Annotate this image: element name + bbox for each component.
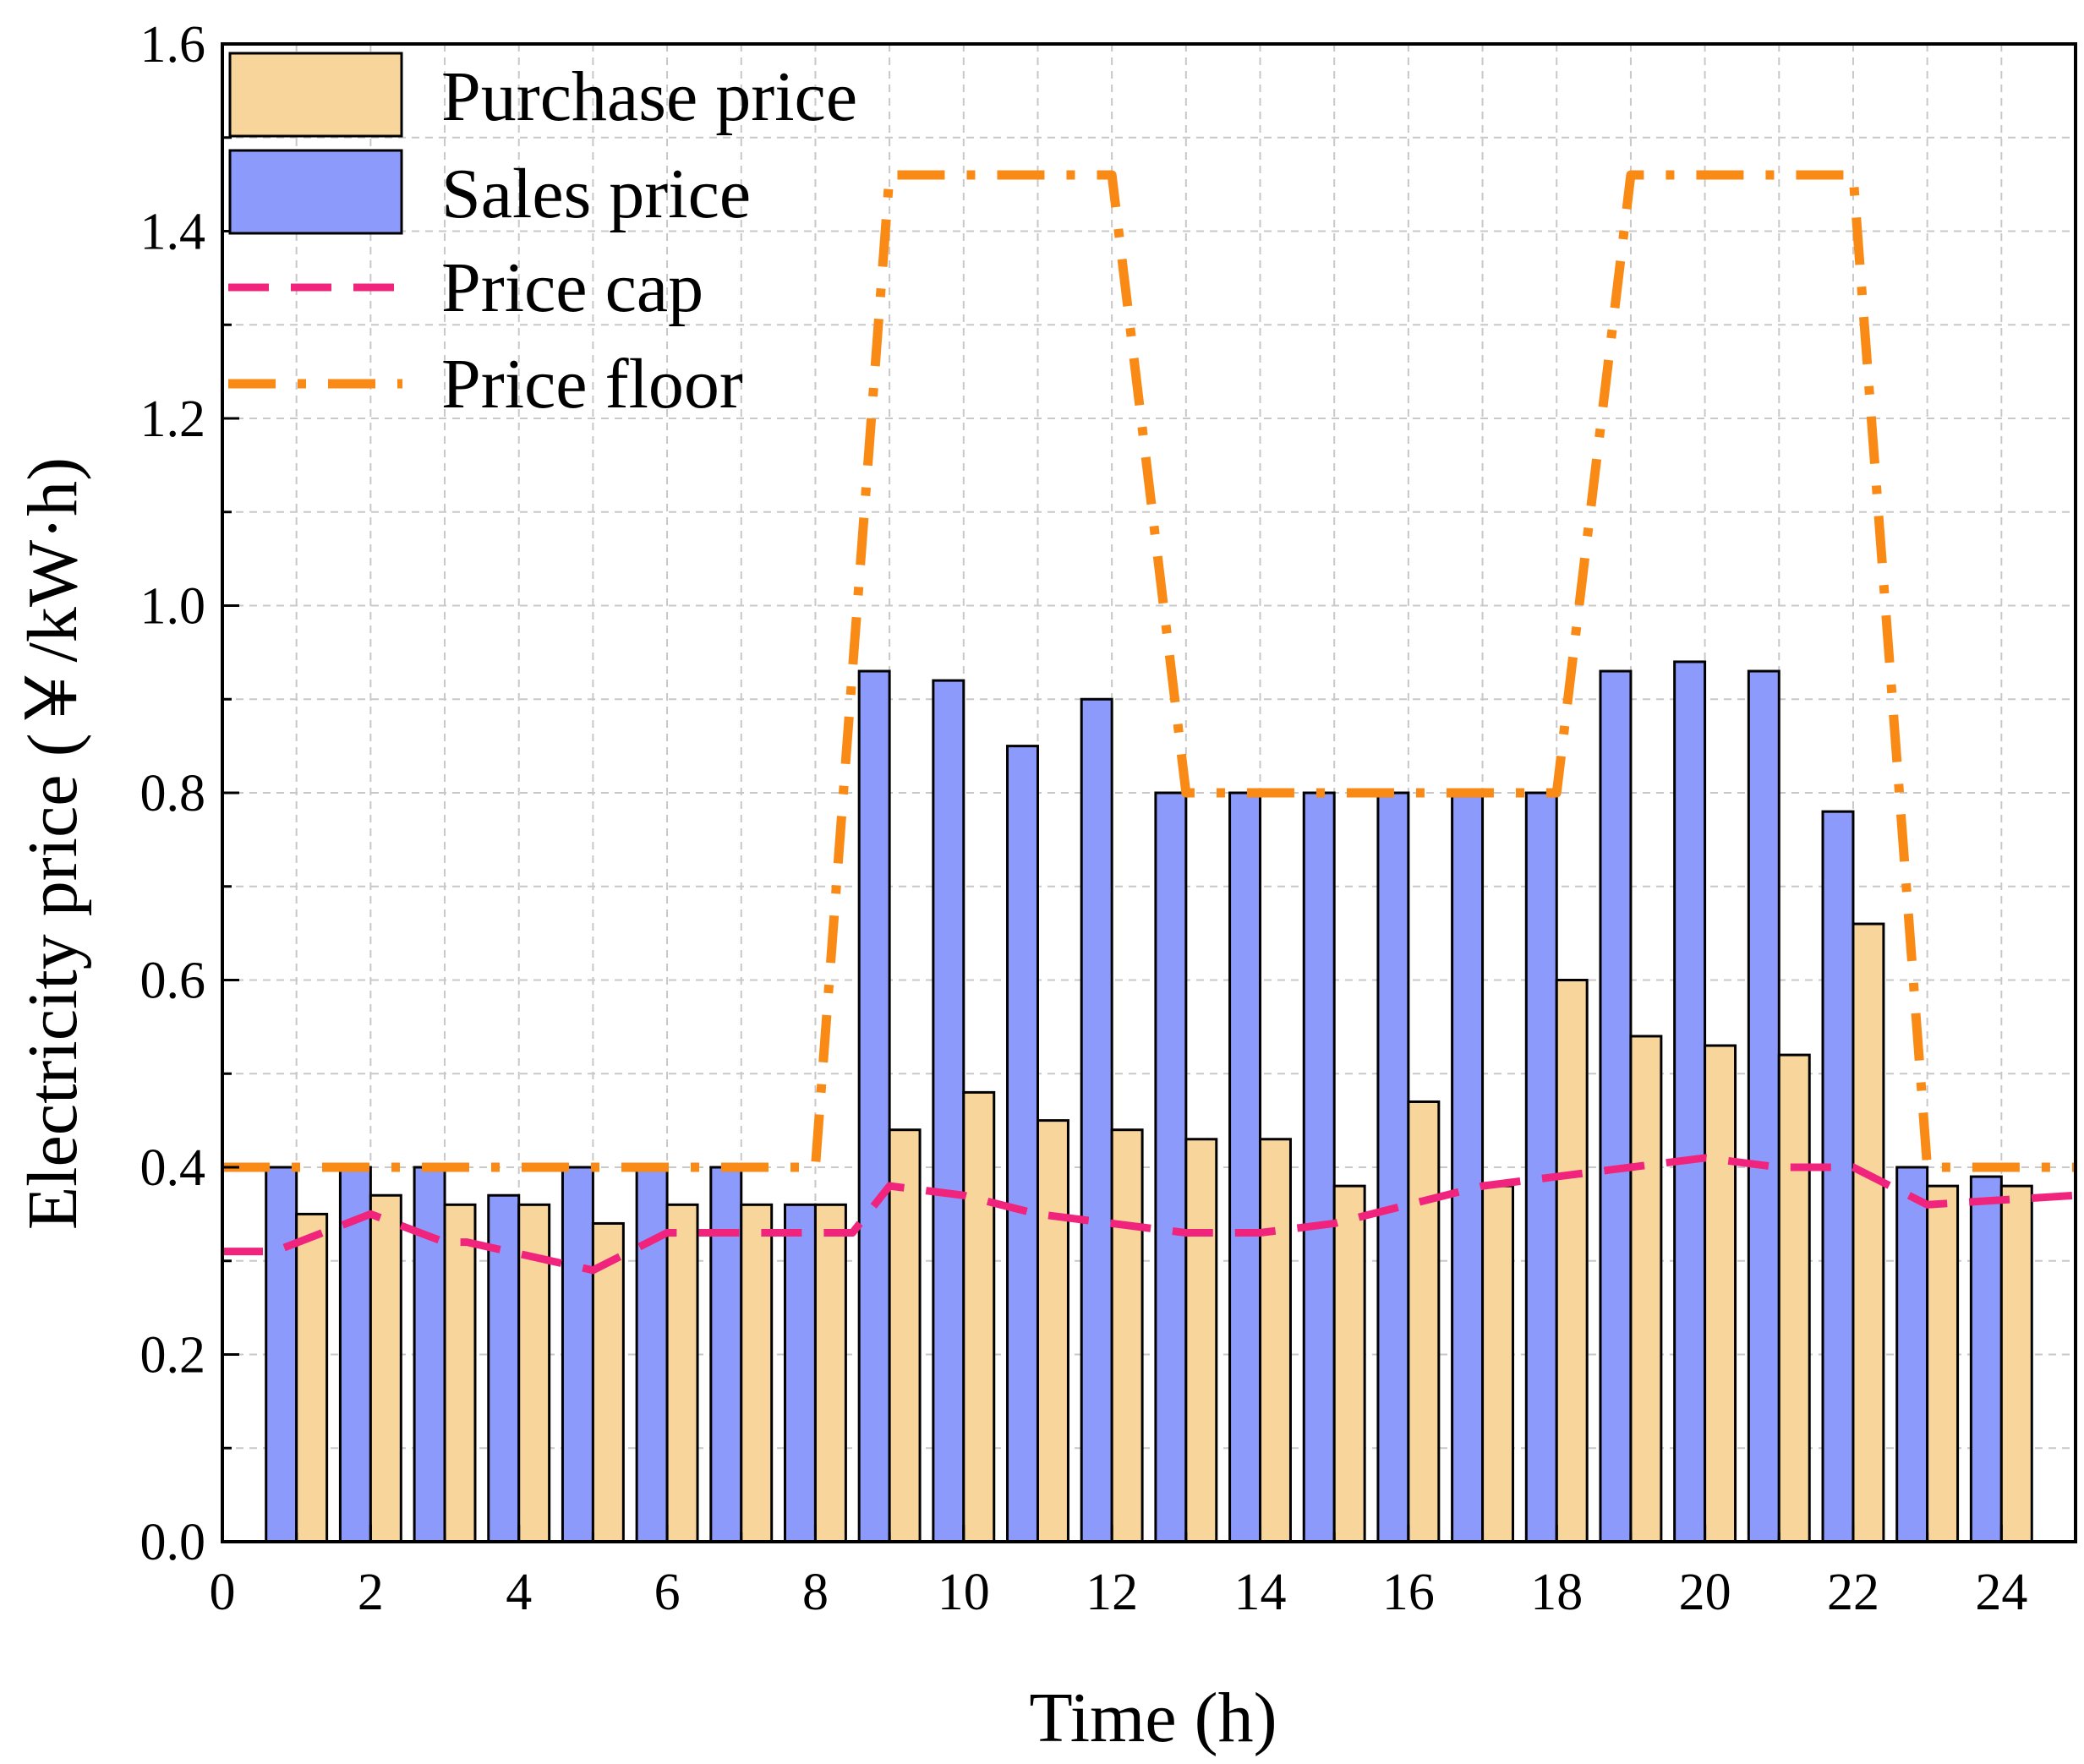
bar-purchase-price	[1555, 979, 1589, 1543]
y-tick-label: 1.4	[140, 204, 206, 261]
y-tick-label: 0.0	[140, 1514, 206, 1571]
x-tick-label: 16	[1382, 1564, 1435, 1621]
y-tick-label: 0.8	[140, 765, 206, 822]
bar-sales-price	[1747, 669, 1780, 1543]
bar-purchase-price	[1407, 1100, 1441, 1543]
bar-sales-price	[561, 1166, 594, 1543]
bar-sales-price	[1451, 791, 1485, 1543]
bar-sales-price	[857, 669, 891, 1543]
bar-sales-price	[1006, 745, 1039, 1543]
y-tick-label: 0.4	[140, 1139, 206, 1197]
legend-label: Purchase price	[441, 57, 857, 136]
bar-purchase-price	[1999, 1184, 2033, 1543]
y-tick-label: 0.6	[140, 953, 206, 1010]
bar-purchase-price	[740, 1203, 774, 1543]
legend-label: Sales price	[441, 155, 751, 233]
legend-swatch-sales-price	[228, 149, 403, 235]
bar-purchase-price	[962, 1090, 996, 1543]
bar-purchase-price	[1036, 1119, 1069, 1543]
x-tick-label: 6	[654, 1564, 681, 1621]
bar-sales-price	[338, 1166, 372, 1543]
x-tick-label: 24	[1975, 1564, 2027, 1621]
bar-sales-price	[1154, 791, 1188, 1543]
bar-sales-price	[1673, 660, 1707, 1543]
bar-purchase-price	[295, 1212, 329, 1543]
bar-sales-price	[413, 1166, 446, 1543]
bar-sales-price	[1376, 791, 1410, 1543]
x-tick-label: 0	[210, 1564, 236, 1621]
legend-label: Price floor	[441, 345, 743, 423]
x-tick-label: 4	[506, 1564, 532, 1621]
legend-label: Price cap	[441, 248, 703, 327]
bar-sales-price	[1969, 1175, 2003, 1543]
line-price-floor	[222, 170, 2076, 1172]
x-tick-label: 10	[938, 1564, 990, 1621]
bar-sales-price	[1821, 810, 1855, 1543]
legend-swatch-purchase-price	[228, 52, 403, 138]
bar-sales-price	[265, 1166, 298, 1543]
x-tick-label: 20	[1679, 1564, 1731, 1621]
bar-sales-price	[783, 1203, 817, 1543]
x-tick-label: 8	[802, 1564, 829, 1621]
bar-sales-price	[635, 1166, 669, 1543]
bar-sales-price	[1228, 791, 1262, 1543]
bar-purchase-price	[888, 1128, 922, 1543]
y-tick-label: 1.6	[140, 16, 206, 74]
x-tick-label: 14	[1234, 1564, 1287, 1621]
bar-purchase-price	[443, 1203, 477, 1543]
bar-purchase-price	[1926, 1184, 1960, 1543]
line-price-cap	[222, 1154, 2076, 1275]
y-tick-label: 1.0	[140, 578, 206, 636]
bar-purchase-price	[1481, 1184, 1515, 1543]
bar-sales-price	[1302, 791, 1336, 1543]
x-tick-label: 18	[1530, 1564, 1583, 1621]
bar-purchase-price	[591, 1221, 625, 1543]
bar-purchase-price	[1110, 1128, 1144, 1543]
bar-purchase-price	[1852, 922, 1885, 1543]
x-axis-title: Time (h)	[1029, 1679, 1277, 1757]
bar-purchase-price	[1259, 1138, 1292, 1543]
y-tick-label: 0.2	[140, 1327, 206, 1384]
bar-purchase-price	[665, 1203, 699, 1543]
bar-sales-price	[709, 1166, 743, 1543]
bar-purchase-price	[1184, 1138, 1218, 1543]
bar-sales-price	[1080, 697, 1113, 1543]
y-tick-label: 1.2	[140, 390, 206, 448]
bar-purchase-price	[1629, 1035, 1663, 1543]
bar-purchase-price	[1777, 1053, 1811, 1543]
bar-sales-price	[1895, 1166, 1929, 1543]
y-axis-title: Electricity price (￥/kW·h)	[14, 457, 92, 1230]
x-tick-label: 12	[1086, 1564, 1138, 1621]
lines	[222, 170, 2076, 1275]
bar-sales-price	[1599, 669, 1633, 1543]
bar-purchase-price	[1332, 1184, 1366, 1543]
bar-sales-price	[932, 679, 965, 1543]
x-tick-label: 2	[358, 1564, 384, 1621]
bar-purchase-price	[813, 1203, 847, 1543]
bar-sales-price	[1524, 791, 1558, 1543]
bars	[265, 660, 2033, 1543]
legend: Purchase price Sales price Price cap Price …	[228, 52, 857, 423]
bar-purchase-price	[369, 1193, 402, 1543]
ticks: 0 2 4 6 8 10 12 14 16 18 20 22 240.00.20.40.60.81.01…	[140, 16, 2077, 1621]
x-tick-label: 22	[1827, 1564, 1879, 1621]
bar-purchase-price	[1704, 1044, 1737, 1543]
